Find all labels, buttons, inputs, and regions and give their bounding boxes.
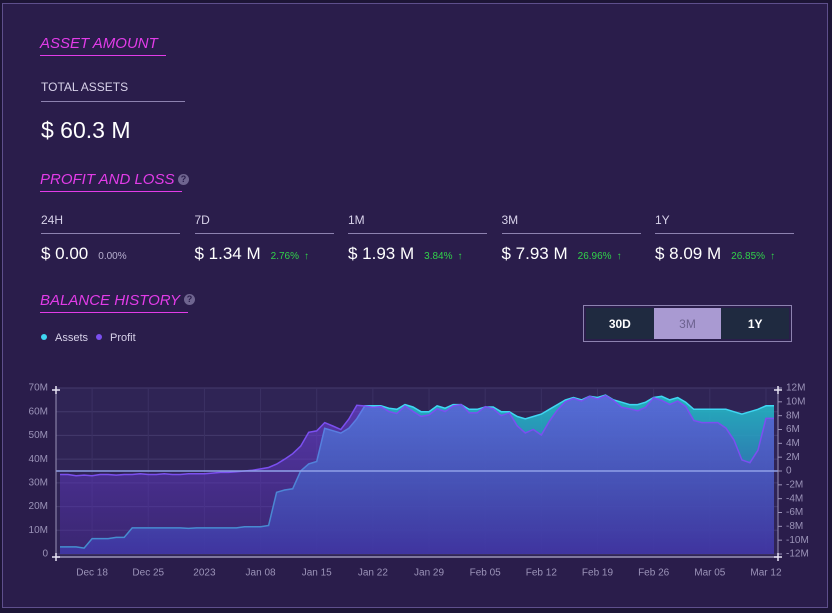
legend-item: Profit [96,332,136,344]
total-label: TOTAL ASSETS [41,80,185,102]
amount: $ 0.00 [41,244,89,263]
period-value: $ 7.93 M 26.96% ↑ [502,244,641,264]
amount: $ 7.93 M [501,244,568,263]
period-value: $ 8.09 M 26.85% ↑ [655,244,794,264]
change: 0.00% [98,251,127,262]
range-button[interactable]: 3M [653,308,722,339]
range-selector: 30D 3M 1Y [583,305,792,342]
help-icon[interactable]: ? [178,174,189,185]
total-value: $ 60.3 M [41,117,131,143]
range-button[interactable]: 1Y [721,308,790,339]
pnl-item: 1Y $ 8.09 M 26.85% ↑ [655,213,794,264]
pnl-item: 3M $ 7.93 M 26.96% ↑ [501,213,641,264]
legend-label: Assets [55,332,89,344]
legend-swatch [41,334,47,340]
section-title: BALANCE HISTORY [40,292,189,313]
section-title: ASSET AMOUNT [40,35,166,56]
period-label: 1Y [655,213,794,234]
period-label: 24H [41,213,180,234]
change: 2.76% [270,251,300,262]
range-button[interactable]: 30D [586,308,654,339]
change: 26.96% [577,251,612,262]
period-label: 3M [501,213,641,234]
section-title: PROFIT AND LOSS [40,171,183,192]
help-icon[interactable]: ? [184,294,195,305]
amount: $ 8.09 M [655,244,722,263]
period-label: 1M [348,213,487,234]
pnl-item: 7D $ 1.34 M 2.76% ↑ [194,213,334,264]
period-value: $ 1.93 M 3.84% ↑ [348,244,487,264]
pnl-item: 24H $ 0.00 0.00% [41,213,180,264]
legend-swatch [96,334,102,340]
change: 3.84% [424,251,453,262]
pnl-item: 1M $ 1.93 M 3.84% ↑ [348,213,487,264]
arrow: ↑ [457,251,463,262]
period-value: $ 1.34 M 2.76% ↑ [195,244,334,264]
arrow: ↑ [304,251,310,262]
arrow: ↑ [616,251,622,262]
change: 26.85% [731,251,766,262]
period-label: 7D [194,213,334,234]
arrow: ↑ [770,251,776,262]
amount: $ 1.93 M [348,244,415,263]
legend-item: Assets [41,332,88,344]
amount: $ 1.34 M [194,244,261,263]
legend-label: Profit [110,332,136,344]
period-value: $ 0.00 0.00% [41,244,180,264]
